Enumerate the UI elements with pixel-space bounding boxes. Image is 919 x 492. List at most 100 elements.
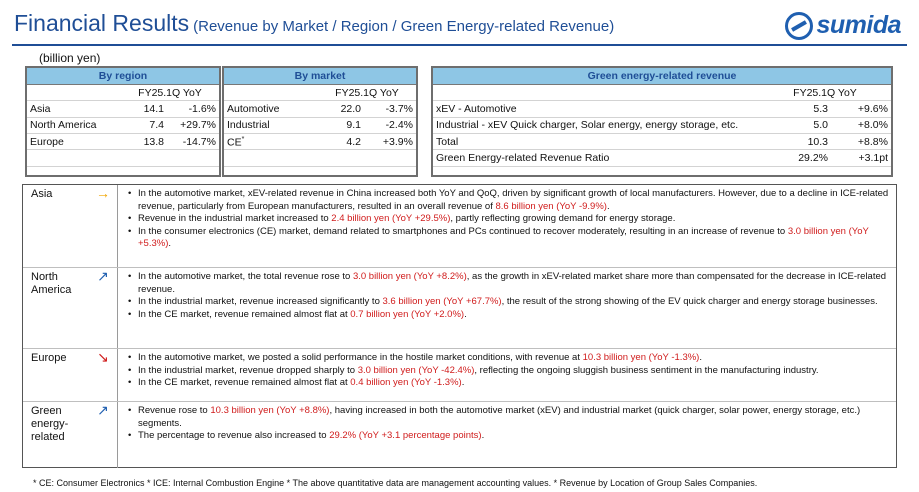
table-row: CE* 4.2 +3.9% [224,133,416,151]
table-row [27,149,219,167]
bullet-item: Revenue in the industrial market increas… [127,213,892,226]
bullet-text: , reflecting the ongoing sluggish busine… [474,364,819,376]
detail-row: Green energy-related ↗ Revenue rose to 10.… [23,402,896,468]
highlight-value: 0.4 billion yen (YoY -1.3%) [350,377,462,388]
highlight-value: 2.4 billion yen (YoY +29.5%) [331,213,451,224]
market-col-header: FY25.1Q YoY [318,84,416,102]
detail-body: In the automotive market, xEV-related re… [127,188,892,251]
detail-separator [117,349,118,401]
bullet-text: , as the growth in xEV-related market sh… [138,271,887,295]
detail-row: Europe ↘ In the automotive market, we post… [23,349,896,402]
highlight-value: 3.0 billion yen (YoY +8.2%) [352,271,467,282]
row-name: Europe [27,133,121,151]
trend-arrow-icon: ↘ [97,349,109,365]
bullet-item: In the automotive market, xEV-related re… [127,188,892,213]
detail-body: In the automotive market, we posted a so… [127,352,892,390]
row-yoy: -14.7% [167,133,219,151]
detail-row: North America ↗ In the automotive market, … [23,268,896,349]
row-name: CE* [224,133,318,151]
bullet-text: In the consumer electronics (CE) market,… [138,225,788,237]
row-value: 13.8 [121,133,167,151]
row-value [121,149,167,167]
highlight-value: 3.0 billion yen (YoY +5.3%) [138,225,869,250]
bullet-text: Revenue in the industrial market increas… [138,213,332,224]
row-name: Industrial - xEV Quick charger, Solar en… [433,117,759,135]
row-value: 29.2% [759,149,831,167]
table-row: Industrial 9.1 -2.4% [224,117,416,135]
bullet-text: . [464,308,467,320]
header: Financial Results (Revenue by Market / Re… [12,10,907,42]
row-name: Green Energy-related Revenue Ratio [433,149,759,167]
row-yoy [364,149,416,167]
row-yoy: +8.0% [831,117,891,135]
highlight-value: 3.0 billion yen (YoY -42.4%) [357,364,475,376]
highlight-value: 8.6 billion yen (YoY -9.9%) [495,200,607,212]
bullet-text: In the CE market, revenue remained almos… [138,377,351,388]
row-name: North America [27,117,121,135]
bullet-text: , having increased in both the automotiv… [138,405,861,429]
row-value: 10.3 [759,133,831,151]
detail-label: Asia [31,188,53,200]
bullet-text: . [168,238,172,249]
highlight-value: 0.7 billion yen (YoY +2.0%) [350,308,465,320]
region-table-title: By region [27,68,219,85]
row-value: 5.0 [759,117,831,135]
detail-body: In the automotive market, the total reve… [127,271,892,321]
row-yoy: +3.9% [364,133,416,151]
table-row: xEV - Automotive 5.3 +9.6% [433,100,891,118]
page-subtitle: (Revenue by Market / Region / Green Ener… [193,18,615,35]
bullet-text: In the industrial market, revenue droppe… [138,364,358,376]
bullet-item: In the automotive market, we posted a so… [127,352,892,365]
green-energy-table: Green energy-related revenue FY25.1Q YoY… [431,66,893,177]
trend-arrow-icon: → [96,185,110,201]
bullet-text: In the industrial market, revenue increa… [138,296,383,307]
row-name [224,149,318,167]
row-name: Total [433,133,759,151]
bullet-item: In the automotive market, the total reve… [127,271,892,296]
bullet-text: In the automotive market, xEV-related re… [138,188,889,212]
company-logo: sumida [785,11,901,40]
row-name: Asia [27,100,121,118]
table-row: North America 7.4 +29.7% [27,117,219,135]
bullet-text: Revenue rose to [138,405,211,416]
footnote-marker: * [241,135,245,143]
bullet-text: , partly reflecting growing demand for e… [450,213,676,224]
row-name: xEV - Automotive [433,100,759,118]
table-row: Green Energy-related Revenue Ratio 29.2% +… [433,149,891,167]
bullet-item: In the CE market, revenue remained almos… [127,309,892,322]
highlight-value: 3.6 billion yen (YoY +67.7%) [382,296,502,307]
region-table: By region FY25.1Q YoY Asia 14.1 -1.6% North… [25,66,221,177]
row-yoy: +8.8% [831,133,891,151]
detail-label: Europe [31,352,67,364]
page-title: Financial Results (Revenue by Market / Re… [14,10,615,36]
table-row: Total 10.3 +8.8% [433,133,891,151]
green-table-title: Green energy-related revenue [433,68,891,85]
row-yoy [167,149,219,167]
region-col-header: FY25.1Q YoY [121,84,219,102]
row-yoy: -1.6% [167,100,219,118]
bullet-text: . [699,352,702,363]
detail-separator [117,402,118,468]
bullet-item: Revenue rose to 10.3 billion yen (YoY +8… [127,405,892,430]
bullet-text: . [461,377,465,388]
detail-row: Asia → In the automotive market, xEV-relat… [23,185,896,268]
bullet-item: The percentage to revenue also increased… [127,430,892,443]
detail-separator [117,268,118,348]
sumida-logo-icon [785,11,814,40]
bullet-text: , the result of the strong showing of th… [501,296,878,307]
row-yoy: -2.4% [364,117,416,135]
detail-body: Revenue rose to 10.3 billion yen (YoY +8… [127,405,892,443]
bullet-text: In the automotive market, we posted a so… [138,352,583,363]
table-row: Asia 14.1 -1.6% [27,100,219,118]
green-col-header: FY25.1Q YoY [759,84,891,102]
row-value: 7.4 [121,117,167,135]
highlight-value: 10.3 billion yen (YoY -1.3%) [582,352,700,363]
row-value: 4.2 [318,133,364,151]
unit-label: (billion yen) [39,51,101,65]
row-yoy: +3.1pt [831,149,891,167]
row-name [27,149,121,167]
row-value: 22.0 [318,100,364,118]
highlight-value: 29.2% (YoY +3.1 percentage points) [329,430,482,441]
detail-separator [117,185,118,267]
row-value [318,149,364,167]
